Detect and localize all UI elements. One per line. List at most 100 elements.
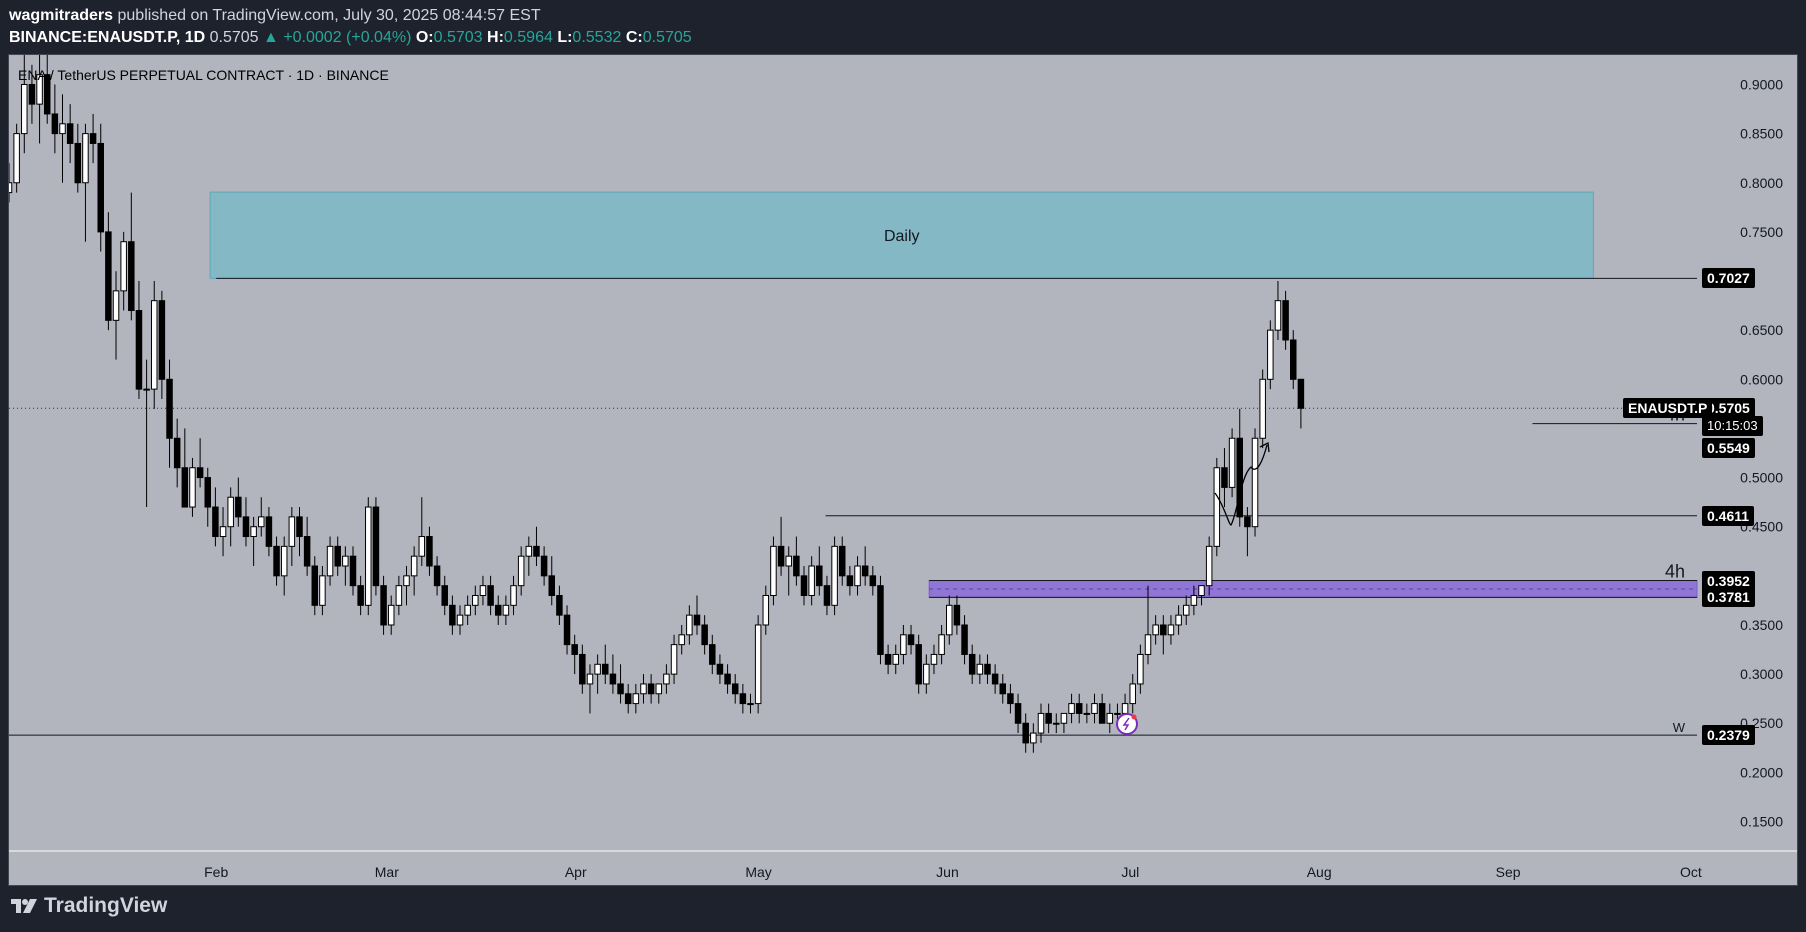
candle-body xyxy=(235,496,242,518)
candle xyxy=(181,428,189,508)
candle xyxy=(342,546,349,586)
alert-dot-icon xyxy=(1131,714,1137,720)
candle-body xyxy=(900,634,907,655)
candle xyxy=(456,605,464,635)
candle-body xyxy=(724,673,731,685)
candle xyxy=(1098,693,1106,724)
time-tick-label: Aug xyxy=(1307,864,1332,880)
candle xyxy=(395,575,403,616)
candle xyxy=(1251,428,1259,537)
candle-body xyxy=(930,653,938,665)
candle-body xyxy=(831,545,838,606)
candle-body xyxy=(349,555,357,587)
candle xyxy=(999,674,1007,704)
candle-body xyxy=(693,614,701,626)
candle xyxy=(357,575,364,616)
candle xyxy=(594,654,601,694)
candle xyxy=(938,624,945,665)
candle-body xyxy=(556,594,563,616)
close-label: C: xyxy=(625,29,643,46)
candle xyxy=(800,566,808,606)
candle xyxy=(265,507,273,557)
candle-body xyxy=(884,653,892,665)
candle-body xyxy=(1075,703,1083,714)
candle xyxy=(647,674,655,704)
candle-body xyxy=(655,683,663,695)
candle xyxy=(433,556,441,596)
candle xyxy=(517,546,525,596)
symbol-name[interactable]: BINANCE:ENAUSDT.P, 1D xyxy=(9,29,206,46)
candle xyxy=(770,536,777,606)
candle xyxy=(219,507,227,557)
candle-body xyxy=(150,300,158,390)
candle xyxy=(838,536,846,586)
publish-info: wagmitraders published on TradingView.co… xyxy=(9,7,541,25)
chart-canvas[interactable]: 0.9000 0.8500 0.8000 0.7500 0.6500 0.6000 0.50… xyxy=(9,55,1797,885)
candle-body xyxy=(533,545,540,557)
time-tick-label: Jul xyxy=(1121,864,1139,880)
candle xyxy=(36,55,43,144)
candle-body xyxy=(808,565,815,596)
chart-area[interactable]: 0.9000 0.8500 0.8000 0.7500 0.6500 0.6000 0.50… xyxy=(8,54,1798,886)
candle-body xyxy=(487,585,494,606)
candle xyxy=(563,605,571,655)
level-text-label: 4h xyxy=(1665,562,1685,582)
candle-body xyxy=(311,565,319,606)
price-tick-label: 0.1500 xyxy=(1740,814,1783,830)
last-price-tag: 0.5705 xyxy=(1702,398,1755,419)
candle-body xyxy=(433,565,441,587)
candle-body xyxy=(296,516,303,538)
candle xyxy=(1053,713,1060,734)
candle xyxy=(739,683,747,714)
candle xyxy=(678,624,685,655)
candle-body xyxy=(823,585,831,606)
tradingview-logo[interactable]: TradingView xyxy=(10,894,167,918)
close-value: 0.5705 xyxy=(642,29,692,46)
price-level-tag: 0.5549 xyxy=(1702,437,1755,458)
candle xyxy=(892,644,899,675)
candle-body xyxy=(1259,378,1266,439)
candle-body xyxy=(464,604,471,616)
candle xyxy=(196,438,204,488)
candle xyxy=(105,212,112,331)
candle-body xyxy=(59,123,66,135)
candle-body xyxy=(74,142,82,184)
candle-body xyxy=(923,663,930,685)
candle-body xyxy=(816,565,823,587)
candle xyxy=(120,231,127,311)
candle-body xyxy=(357,585,364,606)
candle-body xyxy=(219,526,227,538)
candle-body xyxy=(426,536,433,567)
candle xyxy=(586,664,594,714)
header-bar: wagmitraders published on TradingView.co… xyxy=(0,0,1806,54)
candle-body xyxy=(510,585,517,606)
candle-body xyxy=(869,575,877,587)
candle-body xyxy=(456,614,464,626)
candle xyxy=(1244,507,1251,557)
candle xyxy=(28,64,36,124)
candle xyxy=(166,359,173,468)
candle xyxy=(9,163,13,203)
candle-body xyxy=(800,575,808,596)
candle-body xyxy=(196,467,204,479)
candle-body xyxy=(701,624,708,646)
candle-body xyxy=(861,565,869,577)
candle xyxy=(1274,281,1282,340)
candle-body xyxy=(938,634,945,655)
candle-body xyxy=(1098,703,1106,724)
candle xyxy=(861,546,869,586)
candle xyxy=(617,664,624,704)
candle xyxy=(579,644,586,694)
candle-body xyxy=(1251,437,1259,528)
candle-body xyxy=(1236,437,1243,518)
candle xyxy=(846,566,854,596)
candle xyxy=(1137,644,1144,694)
candle-body xyxy=(1060,712,1068,724)
candle xyxy=(128,192,135,321)
candle-body xyxy=(395,585,403,606)
author-name[interactable]: wagmitraders xyxy=(9,7,114,24)
countdown-tag: 10:15:03 xyxy=(1702,416,1763,437)
candle-body xyxy=(82,133,89,184)
candle xyxy=(97,123,104,252)
candle-body xyxy=(571,644,578,655)
